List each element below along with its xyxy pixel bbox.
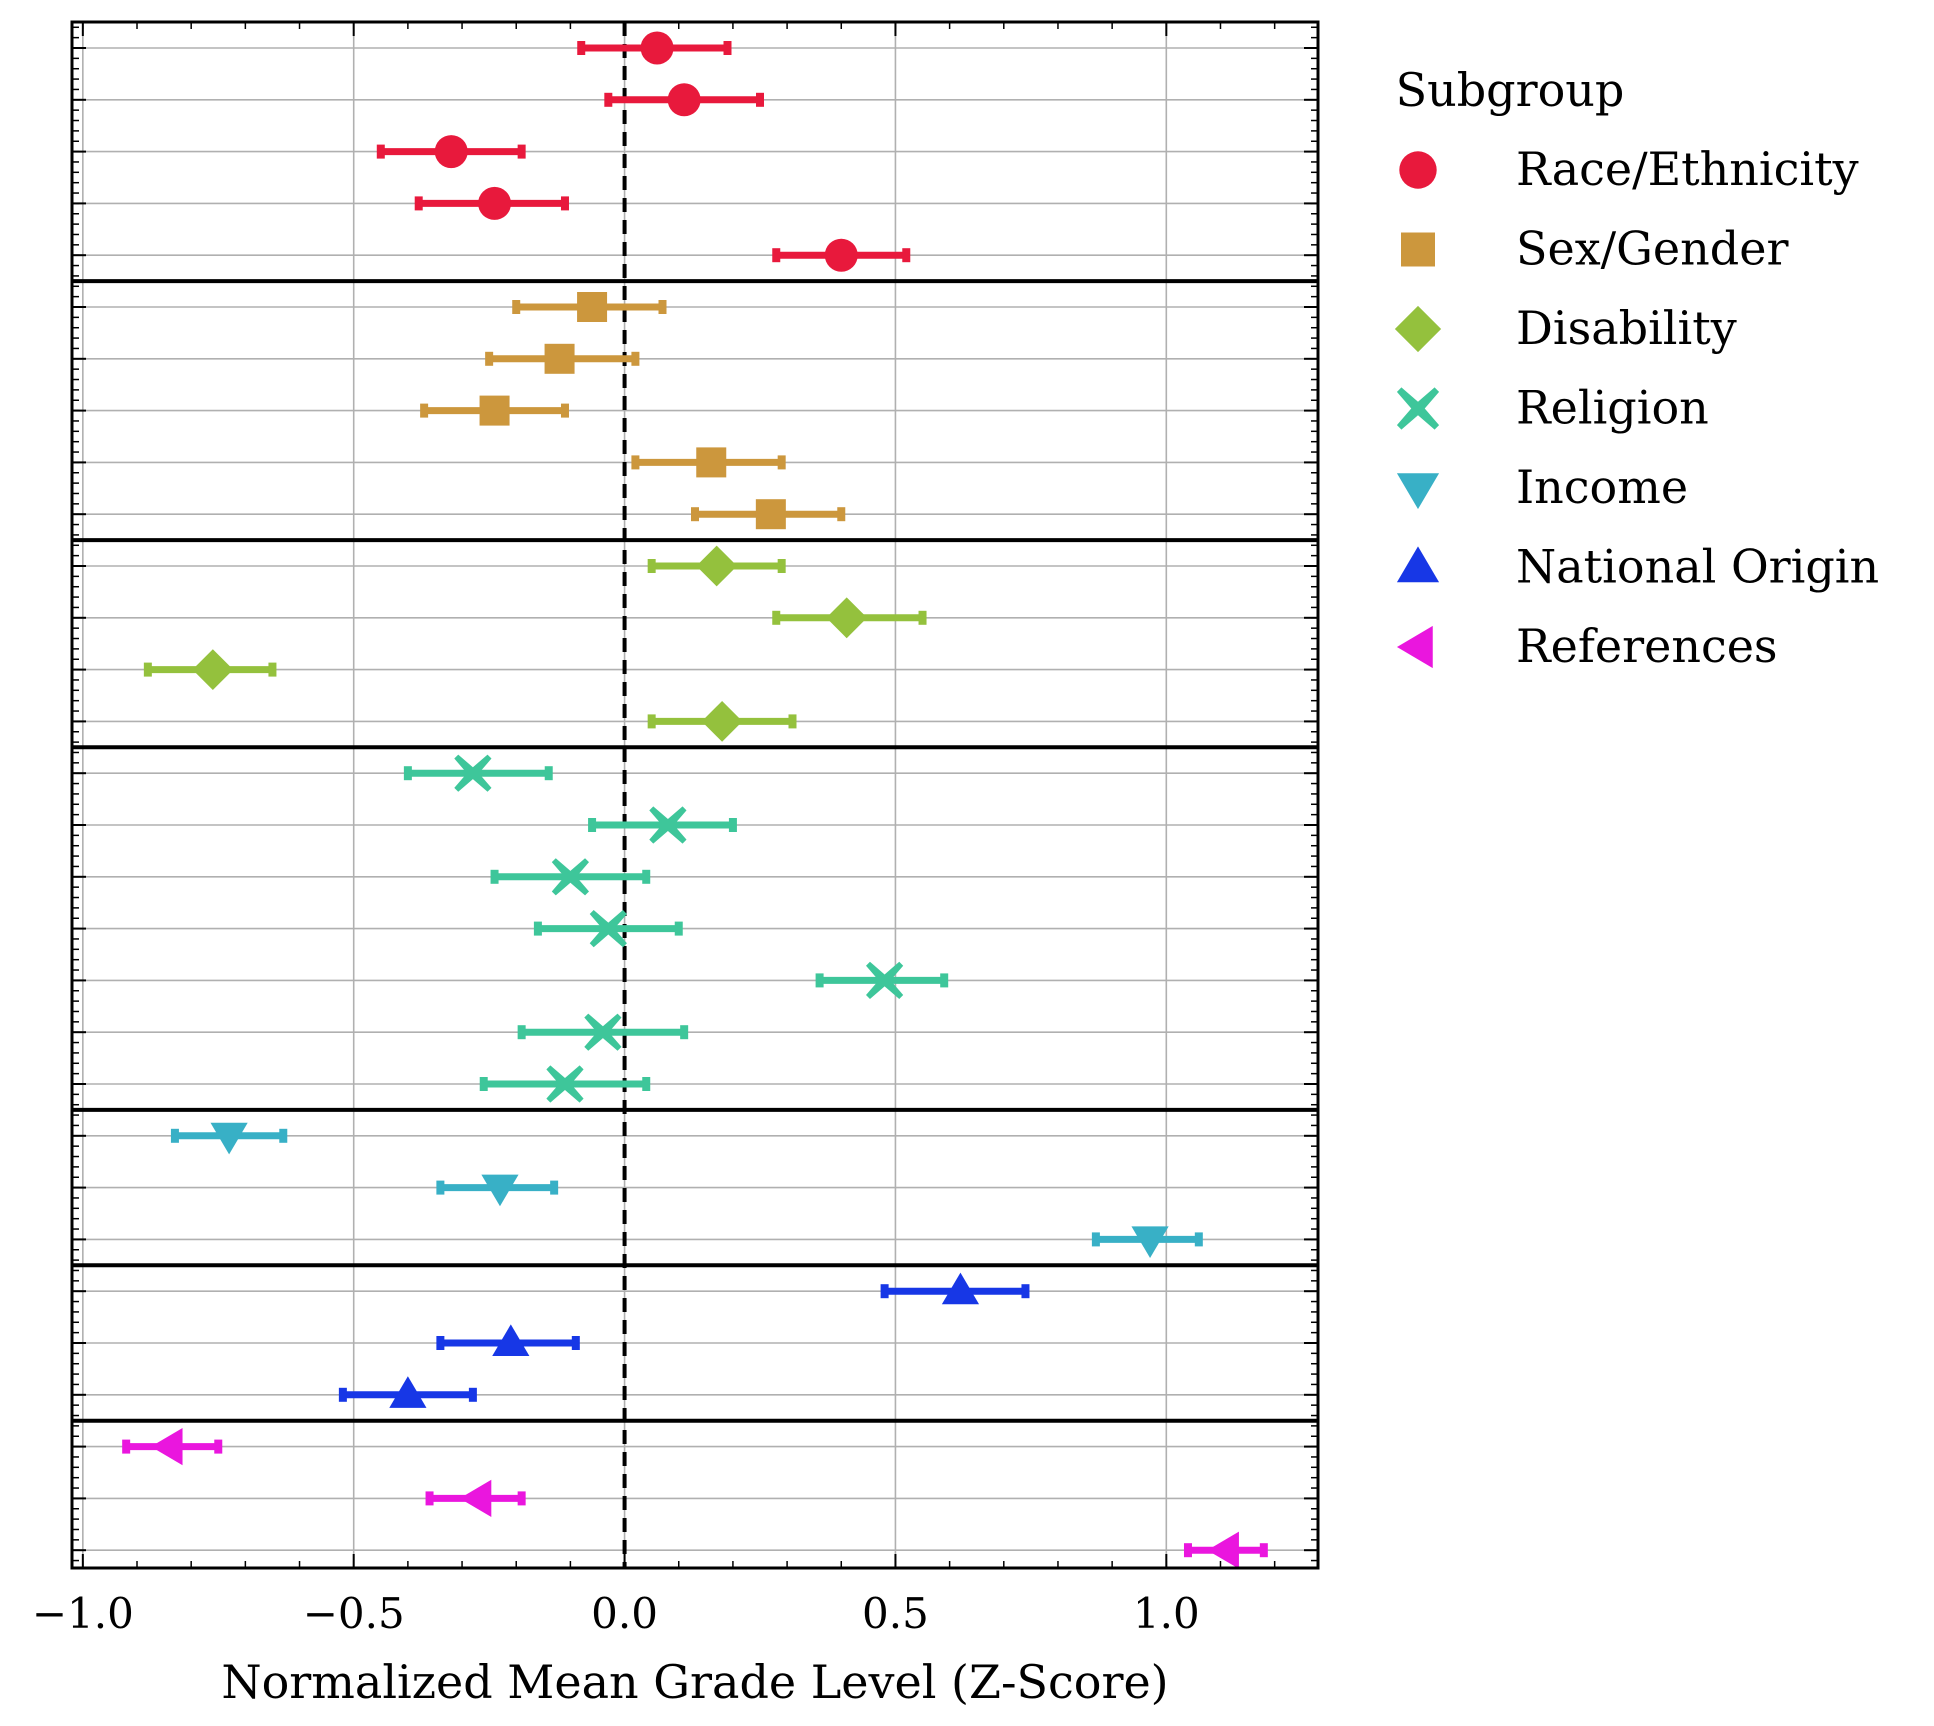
data-point-marker <box>192 649 234 690</box>
data-point-marker <box>478 186 512 220</box>
data-point-marker <box>481 1174 519 1207</box>
data-point-marker <box>667 83 701 117</box>
legend: Subgroup Race/Ethnicity Sex/Gender Disabil… <box>1394 63 1879 673</box>
legend-title: Subgroup <box>1396 63 1625 117</box>
data-point-marker <box>459 1479 492 1517</box>
data-point-marker <box>492 1324 530 1357</box>
legend-marker <box>1399 151 1437 189</box>
data-point-marker <box>589 910 627 948</box>
legend-marker <box>1396 625 1433 669</box>
legend-marker <box>1396 546 1440 583</box>
data-point-marker <box>941 1272 980 1305</box>
data-point-marker <box>551 858 589 896</box>
legend-entry-label: Disability <box>1516 301 1737 355</box>
data-point-marker <box>696 545 738 587</box>
plot-frame <box>70 20 1320 1570</box>
data-point-marker <box>210 1122 248 1155</box>
legend-marker <box>1401 232 1435 267</box>
legend-marker <box>1396 387 1440 430</box>
data-point-marker <box>1131 1226 1169 1258</box>
data-point-marker <box>696 447 727 478</box>
data-point-marker <box>434 135 468 169</box>
legend-marker <box>1396 473 1440 510</box>
legend-entry-label: References <box>1516 619 1778 673</box>
x-tick-label: −0.5 <box>303 1589 405 1638</box>
data-point-marker <box>755 499 786 530</box>
data-point-marker <box>546 1065 584 1103</box>
data-point-marker <box>824 238 858 272</box>
x-axis-label: Normalized Mean Grade Level (Z-Score) <box>221 1655 1168 1709</box>
x-tick-label: −1.0 <box>32 1589 134 1638</box>
data-point-marker <box>389 1376 427 1408</box>
legend-entry-label: Sex/Gender <box>1516 222 1788 276</box>
group-separators <box>72 279 1318 1423</box>
x-tick-label: 0.0 <box>591 1589 658 1638</box>
legend-marker <box>1394 305 1442 353</box>
data-point-marker <box>826 597 868 639</box>
tick-layer: −1.0 −0.5 0.0 0.5 1.0 <box>32 22 1318 1638</box>
data-point-marker <box>701 701 743 742</box>
x-tick-label: 1.0 <box>1133 1589 1200 1638</box>
data-point-marker <box>544 343 575 374</box>
legend-entry-label: Religion <box>1516 381 1709 435</box>
data-point-marker <box>640 31 674 65</box>
legend-entry-label: Race/Ethnicity <box>1516 142 1859 196</box>
x-tick-label: 0.5 <box>862 1589 929 1638</box>
data-point-marker <box>866 961 904 999</box>
data-point-marker <box>454 754 492 792</box>
data-point-marker <box>584 1013 622 1051</box>
data-point-marker <box>577 292 608 322</box>
data-point-marker <box>1207 1531 1239 1569</box>
data-point-marker <box>150 1428 183 1466</box>
data-point-marker <box>649 806 687 844</box>
legend-entry-label: Income <box>1516 460 1688 514</box>
data-point-marker <box>479 395 510 426</box>
data-layer <box>122 31 1268 1569</box>
legend-entry-label: National Origin <box>1516 540 1879 594</box>
